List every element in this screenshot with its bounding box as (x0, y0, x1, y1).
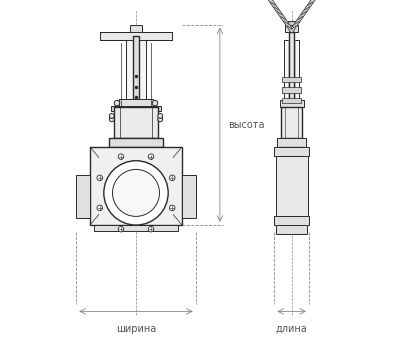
Circle shape (97, 175, 102, 181)
Bar (182, 175, 196, 218)
Text: длина: длина (276, 324, 308, 334)
Bar (90, 147, 182, 225)
Circle shape (112, 170, 160, 216)
Bar (286, 25, 298, 32)
Bar (284, 40, 299, 107)
Bar (114, 107, 158, 138)
Circle shape (158, 113, 163, 118)
Bar (94, 225, 178, 231)
Bar (111, 106, 161, 111)
Bar (276, 156, 308, 216)
Bar (100, 32, 172, 40)
Bar (282, 87, 301, 93)
Circle shape (152, 100, 158, 106)
Bar (289, 32, 294, 107)
Bar (281, 107, 302, 138)
Circle shape (109, 113, 114, 118)
Bar (76, 175, 90, 218)
Bar (130, 25, 142, 32)
Bar (274, 147, 309, 156)
Circle shape (118, 154, 124, 160)
Bar (288, 21, 295, 25)
Circle shape (97, 205, 102, 211)
Bar (109, 138, 163, 147)
Text: ширина: ширина (116, 324, 156, 334)
Text: высота: высота (228, 120, 265, 130)
Bar (280, 100, 304, 107)
Bar (282, 98, 301, 103)
Bar (276, 225, 307, 234)
Circle shape (109, 117, 114, 122)
Circle shape (170, 175, 175, 181)
Circle shape (170, 205, 175, 211)
Bar (119, 99, 152, 107)
Circle shape (148, 154, 154, 160)
Bar (133, 36, 139, 111)
Circle shape (114, 100, 120, 106)
Circle shape (104, 161, 168, 225)
Circle shape (148, 226, 154, 232)
Bar (274, 216, 309, 225)
Bar (277, 138, 306, 147)
Bar (282, 77, 301, 82)
Circle shape (158, 117, 163, 122)
Bar (279, 147, 304, 225)
Circle shape (118, 226, 124, 232)
Bar (126, 40, 146, 107)
